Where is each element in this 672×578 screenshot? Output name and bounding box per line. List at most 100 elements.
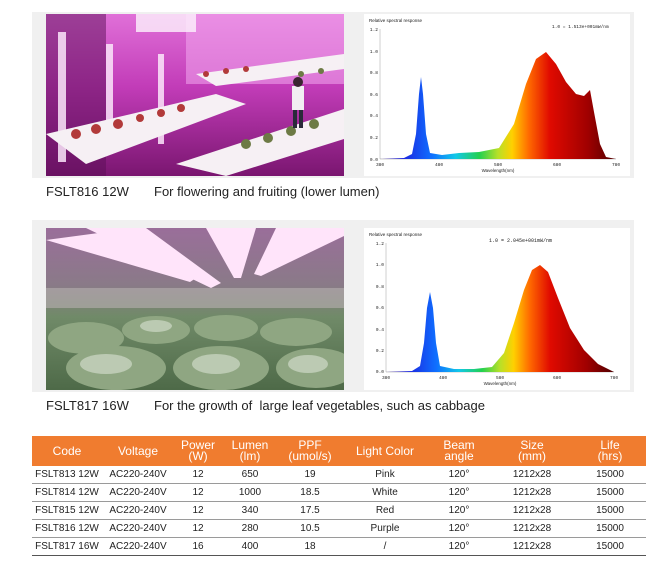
x-tick: 680	[553, 375, 561, 381]
header-ppf: PPF (umol/s)	[278, 436, 342, 466]
spectrum-scale-note: 1.0 = 2.045e+001mW/nm	[489, 238, 552, 244]
table-row: FSLT817 16W AC220-240V 16 400 18 / 120° …	[32, 537, 646, 556]
cell-size: 1212x28	[490, 466, 574, 484]
x-tick: 780	[612, 162, 620, 168]
y-tick: 0.6	[376, 305, 384, 311]
section-2-caption: FSLT817 16W For the growth of large leaf…	[46, 398, 646, 416]
spectrum-title: Relative spectral response	[369, 232, 423, 237]
cell-size: 1212x28	[490, 537, 574, 556]
header-size: Size (mm)	[490, 436, 574, 466]
spectrum-curve-2	[386, 265, 614, 372]
product-description: For the growth of large leaf vegetables,…	[154, 398, 485, 413]
cell-power: 12	[174, 501, 222, 520]
spectrum-title: Relative spectral response	[369, 18, 423, 23]
cell-beam-angle: 120°	[428, 483, 490, 502]
spectrum-scale-note: 1.0 = 1.513e+001mW/nm	[552, 24, 609, 30]
cell-size: 1212x28	[490, 501, 574, 520]
cell-power: 12	[174, 519, 222, 538]
cell-light-color: Pink	[342, 466, 428, 484]
section-1-caption: FSLT816 12W For flowering and fruiting (…	[46, 184, 646, 202]
cell-voltage: AC220-240V	[102, 537, 174, 556]
spectrum-chart-1: Relative spectral response 1.0 = 1.513e+…	[364, 14, 630, 176]
cell-lumen: 340	[222, 501, 278, 520]
cell-code: FSLT815 12W	[32, 501, 102, 520]
cell-code: FSLT813 12W	[32, 466, 102, 484]
header-light-color: Light Color	[342, 436, 428, 466]
cell-code: FSLT814 12W	[32, 483, 102, 502]
cell-ppf: 19	[278, 466, 342, 484]
y-tick: 1.0	[370, 49, 378, 55]
cell-power: 12	[174, 483, 222, 502]
spectrum-curve-1	[380, 52, 616, 159]
product-code: FSLT817 16W	[46, 398, 129, 413]
cell-light-color: Purple	[342, 519, 428, 538]
table-row: FSLT815 12W AC220-240V 12 340 17.5 Red 1…	[32, 501, 646, 520]
y-tick: 1.0	[376, 262, 384, 268]
y-tick: 0.4	[370, 113, 378, 119]
cell-ppf: 10.5	[278, 519, 342, 538]
x-tick: 480	[439, 375, 447, 381]
spectrum-chart-2: Relative spectral response 1.0 = 2.045e+…	[364, 228, 630, 390]
cell-beam-angle: 120°	[428, 519, 490, 538]
x-axis-label: Wavelength(nm)	[482, 168, 515, 173]
cell-size: 1212x28	[490, 483, 574, 502]
cell-beam-angle: 120°	[428, 501, 490, 520]
cell-power: 12	[174, 466, 222, 484]
cell-lumen: 280	[222, 519, 278, 538]
header-lumen: Lumen (lm)	[222, 436, 278, 466]
cell-ppf: 18.5	[278, 483, 342, 502]
table-header-row: Code Voltage Power (W) Lumen (lm) PPF (umol…	[32, 436, 646, 466]
cell-code: FSLT816 12W	[32, 519, 102, 538]
y-tick: 1.2	[376, 241, 384, 247]
cell-lumen: 400	[222, 537, 278, 556]
cell-power: 16	[174, 537, 222, 556]
cell-life: 15000	[574, 483, 646, 502]
x-tick: 680	[553, 162, 561, 168]
cell-lumen: 1000	[222, 483, 278, 502]
cell-voltage: AC220-240V	[102, 483, 174, 502]
y-tick: 0.8	[370, 70, 378, 76]
cell-life: 15000	[574, 501, 646, 520]
header-code: Code	[32, 436, 102, 466]
cell-beam-angle: 120°	[428, 537, 490, 556]
cell-beam-angle: 120°	[428, 466, 490, 484]
cell-size: 1212x28	[490, 519, 574, 538]
y-tick: 0.4	[376, 327, 384, 333]
cell-life: 15000	[574, 466, 646, 484]
cell-ppf: 18	[278, 537, 342, 556]
header-power: Power (W)	[174, 436, 222, 466]
cell-light-color: Red	[342, 501, 428, 520]
cell-code: FSLT817 16W	[32, 537, 102, 556]
cell-life: 15000	[574, 537, 646, 556]
x-tick: 380	[382, 375, 390, 381]
x-tick: 380	[376, 162, 384, 168]
product-code: FSLT816 12W	[46, 184, 129, 199]
cell-ppf: 17.5	[278, 501, 342, 520]
x-axis-label: Wavelength(nm)	[484, 381, 517, 386]
table-row: FSLT813 12W AC220-240V 12 650 19 Pink 12…	[32, 466, 646, 484]
y-tick: 0.0	[376, 369, 384, 375]
cell-voltage: AC220-240V	[102, 519, 174, 538]
x-tick: 580	[496, 375, 504, 381]
y-tick: 0.0	[370, 157, 378, 163]
cell-light-color: /	[342, 537, 428, 556]
greenhouse-photo-vegetables	[46, 228, 344, 390]
y-tick: 0.6	[370, 92, 378, 98]
y-tick: 0.2	[376, 348, 384, 354]
spec-table: Code Voltage Power (W) Lumen (lm) PPF (umol…	[32, 436, 646, 556]
x-tick: 580	[494, 162, 502, 168]
x-tick: 780	[610, 375, 618, 381]
y-tick: 1.2	[370, 27, 378, 33]
y-tick: 0.8	[376, 284, 384, 290]
table-row: FSLT814 12W AC220-240V 12 1000 18.5 Whit…	[32, 483, 646, 502]
cell-life: 15000	[574, 519, 646, 538]
x-tick: 480	[435, 162, 443, 168]
cell-light-color: White	[342, 483, 428, 502]
header-life: Life (hrs)	[574, 436, 646, 466]
cell-lumen: 650	[222, 466, 278, 484]
table-row: FSLT816 12W AC220-240V 12 280 10.5 Purpl…	[32, 519, 646, 538]
header-beam-angle: Beam angle	[428, 436, 490, 466]
product-description: For flowering and fruiting (lower lumen)	[154, 184, 380, 199]
y-tick: 0.2	[370, 135, 378, 141]
cell-voltage: AC220-240V	[102, 501, 174, 520]
